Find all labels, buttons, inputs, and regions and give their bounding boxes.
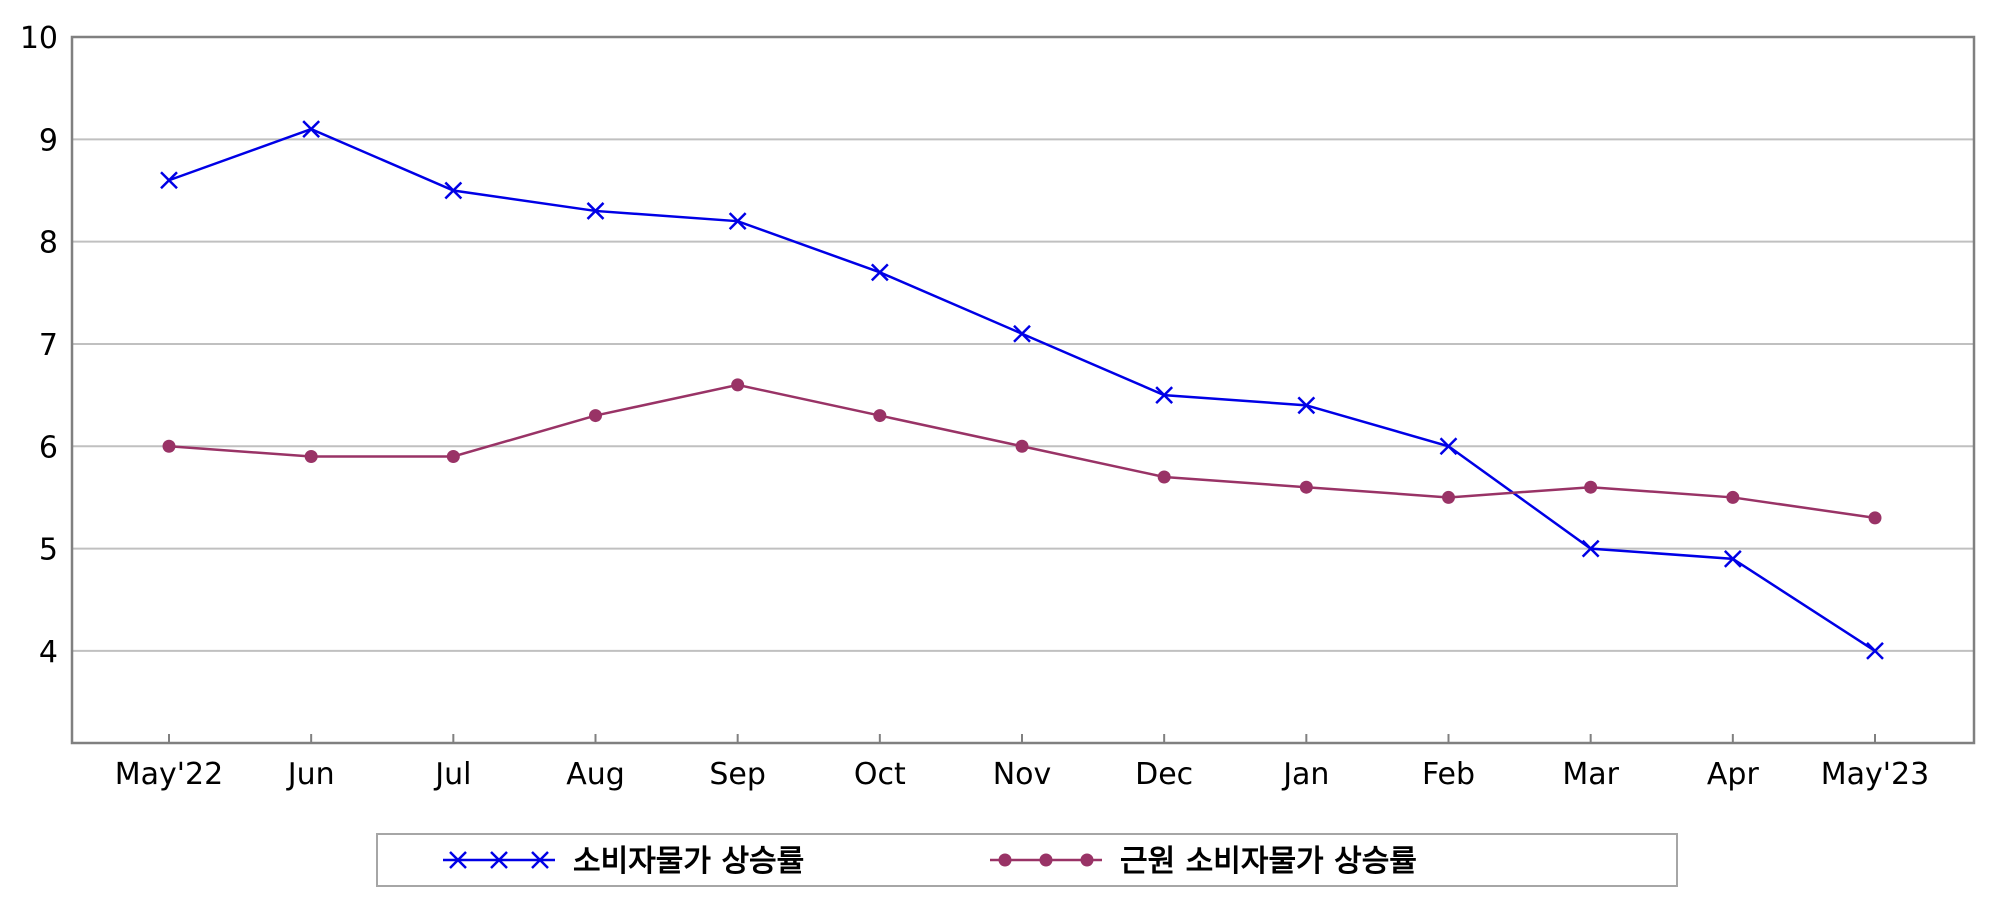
data-point <box>731 378 745 392</box>
legend: 소비자물가 상승률 근원 소비자물가 상승률 <box>376 833 1678 887</box>
x-tick-label: Aug <box>566 757 625 792</box>
data-point <box>586 202 605 220</box>
data-point <box>1581 539 1600 558</box>
x-tick-label: May'22 <box>115 757 223 792</box>
series-layer <box>160 120 1884 660</box>
x-tick-label: Oct <box>854 757 906 792</box>
legend-entries: 소비자물가 상승률 근원 소비자물가 상승률 <box>443 844 1417 879</box>
data-point <box>1726 490 1740 504</box>
data-point <box>1297 396 1316 415</box>
legend-marker <box>490 851 508 869</box>
legend-marker <box>1080 853 1094 867</box>
legend-entry-1: 소비자물가 상승률 <box>443 844 804 879</box>
y-tick-label: 9 <box>39 123 58 158</box>
data-point <box>1013 324 1031 343</box>
y-tick-label: 6 <box>39 430 58 465</box>
y-axis: 4 5 6 7 8 9 10 <box>20 21 58 670</box>
x-tick-label: Jul <box>433 757 471 792</box>
legend-marker <box>1039 853 1053 867</box>
plot-area <box>70 35 1976 745</box>
data-point <box>873 409 887 423</box>
y-tick-label: 7 <box>39 328 58 363</box>
data-point <box>1157 470 1171 484</box>
x-tick-label: May'23 <box>1821 757 1929 792</box>
legend-marker <box>449 851 467 869</box>
data-point <box>302 120 321 138</box>
gridlines <box>72 138 1974 652</box>
y-tick-label: 5 <box>39 533 58 568</box>
x-tick-label: Sep <box>709 757 766 792</box>
x-tick-label: Feb <box>1422 757 1475 792</box>
series-line <box>168 127 1876 652</box>
y-tick-label: 10 <box>20 21 58 56</box>
legend-marker <box>998 853 1012 867</box>
data-point <box>1868 511 1882 525</box>
x-axis: May'22 Jun Jul Aug Sep Oct Nov Dec Jan Feb Mar Apr M… <box>115 757 1929 792</box>
y-tick-label: 8 <box>39 226 58 261</box>
y-tick-label: 4 <box>39 635 58 670</box>
x-tick-label: Mar <box>1562 757 1619 792</box>
data-point <box>444 181 463 200</box>
series-1 <box>160 120 1884 660</box>
data-point <box>728 212 747 231</box>
x-tick-label: Nov <box>993 757 1052 792</box>
data-point <box>1584 480 1598 494</box>
legend-label: 근원 소비자물가 상승률 <box>1120 844 1417 879</box>
data-point <box>304 450 318 464</box>
data-point <box>160 171 178 190</box>
data-point <box>446 450 460 464</box>
x-tick-label: Jan <box>1281 757 1329 792</box>
data-point <box>1015 439 1029 453</box>
legend-marker <box>531 851 549 869</box>
x-axis-ticks <box>168 734 1876 743</box>
data-point <box>870 263 889 282</box>
data-point <box>162 439 176 453</box>
data-point <box>1866 642 1884 660</box>
data-point <box>1439 437 1458 456</box>
x-tick-label: Dec <box>1135 757 1193 792</box>
data-point <box>589 409 602 423</box>
series-2 <box>162 378 1882 525</box>
legend-entry-2: 근원 소비자물가 상승률 <box>990 844 1417 879</box>
data-point <box>1155 386 1174 404</box>
x-tick-label: Apr <box>1707 757 1760 792</box>
x-tick-label: Jun <box>286 757 335 792</box>
data-point <box>1723 549 1742 568</box>
data-point <box>1442 490 1455 504</box>
data-point <box>1299 480 1313 494</box>
legend-label: 소비자물가 상승률 <box>573 844 804 879</box>
